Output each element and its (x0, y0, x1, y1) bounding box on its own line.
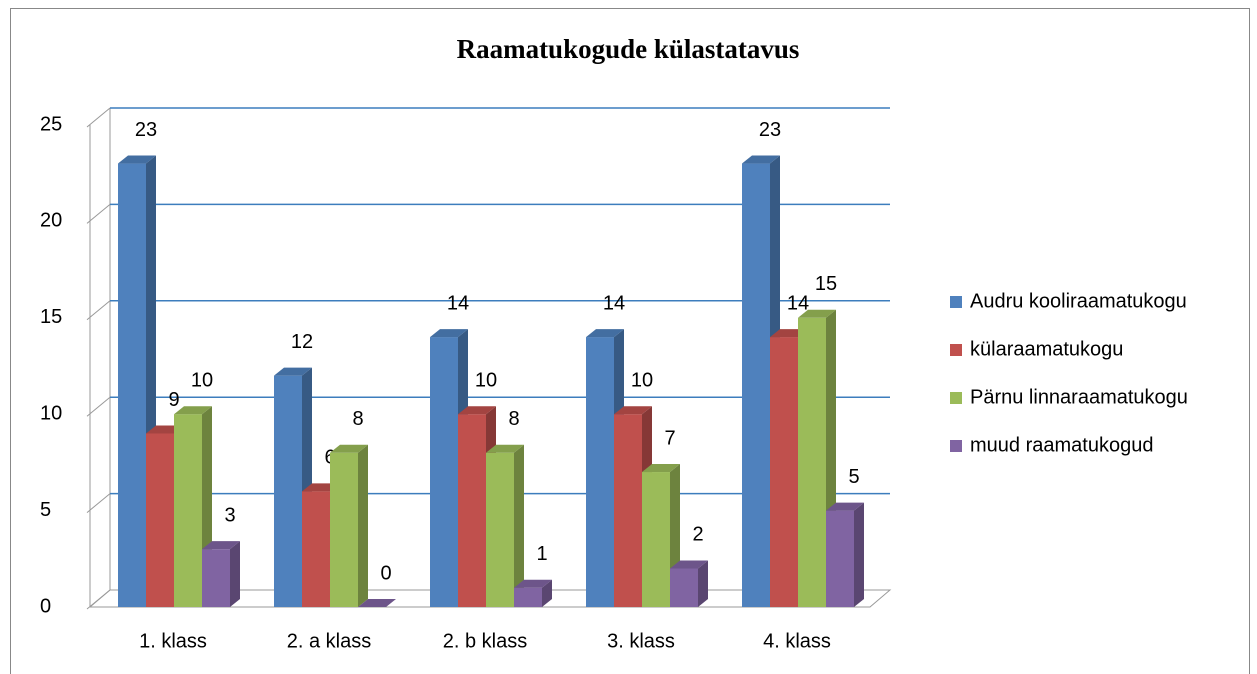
legend-label: Audru kooliraamatukogu (970, 290, 1187, 312)
data-label: 15 (815, 273, 837, 295)
bar-top (514, 579, 552, 588)
data-label: 23 (759, 119, 781, 141)
bar-top (118, 155, 156, 164)
bar-front (274, 375, 302, 607)
bar-front (486, 452, 514, 607)
bar (486, 444, 524, 607)
y-tick-label: 0 (40, 595, 51, 617)
bar (358, 599, 396, 607)
bar-front (670, 568, 698, 607)
bar-front (146, 433, 174, 607)
bar-side (230, 541, 240, 607)
bar-front (586, 337, 614, 607)
legend-swatch (950, 440, 962, 452)
legend-label: külaraamatukogu (970, 338, 1123, 360)
data-label: 8 (508, 408, 519, 430)
bar-top (642, 464, 680, 473)
bar-front (458, 414, 486, 607)
x-tick-label: 4. klass (763, 630, 831, 652)
tick-mark (86, 493, 111, 513)
bar-front (118, 163, 146, 607)
bar-top (486, 444, 524, 453)
bar-side (514, 444, 524, 607)
tick-mark (86, 107, 111, 128)
bar (514, 579, 552, 607)
data-label: 14 (603, 292, 625, 314)
data-label: 14 (447, 292, 469, 314)
bar-front (614, 414, 642, 607)
x-tick-label: 2. b klass (443, 630, 527, 652)
bar-front (174, 414, 202, 607)
bar-top (202, 541, 240, 550)
bar-top (742, 155, 780, 164)
data-label: 3 (224, 504, 235, 526)
data-label: 10 (191, 369, 213, 391)
bar-side (358, 444, 368, 607)
y-tick-label: 15 (40, 306, 62, 328)
tick-mark (86, 396, 111, 417)
bar-front (302, 491, 330, 607)
bar-top (430, 329, 468, 338)
bar-front (742, 163, 770, 607)
data-label: 10 (631, 369, 653, 391)
bar-side (698, 560, 708, 607)
bar-top (586, 329, 624, 338)
data-label: 7 (664, 427, 675, 449)
bar-front (798, 317, 826, 607)
tick-mark (86, 300, 111, 321)
bar-top (670, 560, 708, 569)
bar (614, 406, 652, 607)
chart-title: Raamatukogude külastatavus (457, 34, 800, 64)
bar-front (202, 549, 230, 607)
tick-mark (86, 589, 111, 610)
bar-top (614, 406, 652, 415)
bar-top (330, 444, 368, 453)
bar (118, 155, 156, 607)
tick-mark (86, 204, 111, 224)
legend-swatch (950, 392, 962, 404)
bar-side (542, 579, 552, 607)
legend-label: Pärnu linnaraamatukogu (970, 386, 1188, 408)
y-tick-label: 25 (40, 113, 62, 135)
data-label: 5 (848, 466, 859, 488)
legend-label: muud raamatukogud (970, 434, 1153, 456)
bar (202, 541, 240, 607)
x-tick-label: 1. klass (139, 630, 207, 652)
data-label: 2 (692, 524, 703, 546)
bar-front (430, 337, 458, 607)
legend-swatch (950, 296, 962, 308)
data-label: 0 (380, 562, 391, 584)
bar-front (642, 472, 670, 607)
data-label: 23 (135, 119, 157, 141)
bar (670, 560, 708, 607)
bar-front (770, 337, 798, 607)
data-label: 9 (168, 389, 179, 411)
bar-top (274, 367, 312, 376)
x-tick-label: 2. a klass (287, 630, 371, 652)
bar-front (514, 587, 542, 607)
data-label: 10 (475, 369, 497, 391)
chart-frame (10, 8, 1250, 674)
bar-front (330, 452, 358, 607)
bar-top (798, 309, 836, 318)
data-label: 14 (787, 292, 809, 314)
data-label: 1 (536, 543, 547, 565)
bar-top (358, 599, 396, 607)
bar-top (174, 406, 212, 415)
bar (330, 444, 368, 607)
bar (826, 502, 864, 607)
bar-top (826, 502, 864, 511)
data-label: 8 (352, 408, 363, 430)
y-tick-label: 5 (40, 499, 51, 521)
legend-swatch (950, 344, 962, 356)
y-tick-label: 10 (40, 402, 62, 424)
bar-front (826, 510, 854, 607)
bar-top (458, 406, 496, 415)
x-tick-label: 3. klass (607, 630, 675, 652)
y-tick-label: 20 (40, 210, 62, 232)
bar-side (854, 502, 864, 607)
data-label: 12 (291, 331, 313, 353)
